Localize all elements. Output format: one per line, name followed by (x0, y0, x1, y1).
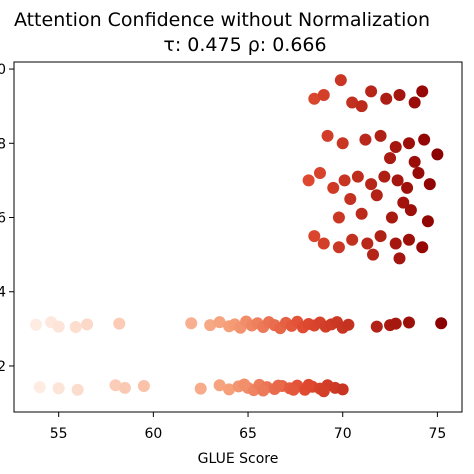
point (29, 318, 42, 331)
point (397, 196, 410, 209)
point (355, 207, 368, 220)
point (365, 85, 378, 98)
point (370, 189, 383, 202)
point (302, 174, 315, 187)
point (370, 320, 383, 333)
x-tick-label: 70 (334, 426, 352, 442)
point (361, 237, 374, 250)
point (374, 230, 387, 243)
point (332, 241, 345, 254)
point (332, 211, 345, 224)
point (431, 148, 444, 161)
point (412, 166, 425, 179)
point (402, 316, 415, 329)
point (223, 383, 236, 396)
y-tick-label: 0.8 (0, 136, 6, 152)
point (418, 133, 431, 146)
y-tick-label: 0.2 (0, 359, 6, 375)
point (204, 319, 217, 332)
point (52, 320, 65, 333)
point (317, 385, 330, 398)
point (71, 383, 84, 396)
point (287, 383, 300, 396)
point (69, 321, 82, 334)
point (334, 74, 347, 87)
point (118, 381, 131, 394)
point (313, 166, 326, 179)
point (401, 181, 414, 194)
point (393, 252, 406, 265)
point (213, 316, 226, 329)
point (342, 318, 355, 331)
point (302, 378, 315, 391)
point (374, 129, 387, 142)
point (408, 155, 421, 168)
chart-subtitle: τ: 0.475 ρ: 0.666 (163, 34, 326, 56)
point (355, 100, 368, 113)
point (402, 137, 415, 150)
point (194, 382, 207, 395)
point (346, 233, 359, 246)
point (272, 379, 285, 392)
point (389, 317, 402, 330)
point (389, 237, 402, 250)
x-tick-label: 60 (144, 426, 162, 442)
x-axis-label: GLUE Score (198, 451, 279, 467)
point (336, 137, 349, 150)
point (393, 89, 406, 102)
point (213, 379, 226, 392)
point (408, 96, 421, 109)
point (308, 92, 321, 105)
point (416, 241, 429, 254)
point (423, 178, 436, 191)
point (113, 317, 126, 330)
point (338, 174, 351, 187)
point (81, 318, 94, 331)
x-tick-label: 55 (50, 426, 68, 442)
point (346, 96, 359, 109)
plot-frame (13, 61, 463, 413)
point (327, 181, 340, 194)
point (435, 317, 448, 330)
point (238, 378, 251, 391)
chart-title: Attention Confidence without Normalizati… (14, 9, 430, 31)
point (421, 215, 434, 228)
point (336, 383, 349, 396)
x-tick-label: 65 (239, 426, 257, 442)
point (137, 380, 150, 393)
point (257, 384, 270, 397)
y-tick-label: 0.6 (0, 211, 6, 227)
point (185, 317, 198, 330)
point (385, 211, 398, 224)
point (317, 89, 330, 102)
point (321, 129, 334, 142)
point (416, 85, 429, 98)
point (367, 248, 380, 261)
point (391, 174, 404, 187)
point (344, 192, 357, 205)
point (384, 152, 397, 165)
point (402, 233, 415, 246)
point (359, 133, 372, 146)
point (365, 178, 378, 191)
y-tick-label: 1.0 (0, 62, 6, 78)
point (404, 204, 417, 217)
point (308, 230, 321, 243)
x-tick-label: 75 (428, 426, 446, 442)
y-tick-label: 0.4 (0, 285, 6, 301)
point (33, 381, 46, 394)
point (389, 140, 402, 153)
point (52, 382, 65, 395)
point (351, 170, 364, 183)
point (380, 92, 393, 105)
point (317, 237, 330, 250)
point (109, 379, 122, 392)
point (378, 170, 391, 183)
